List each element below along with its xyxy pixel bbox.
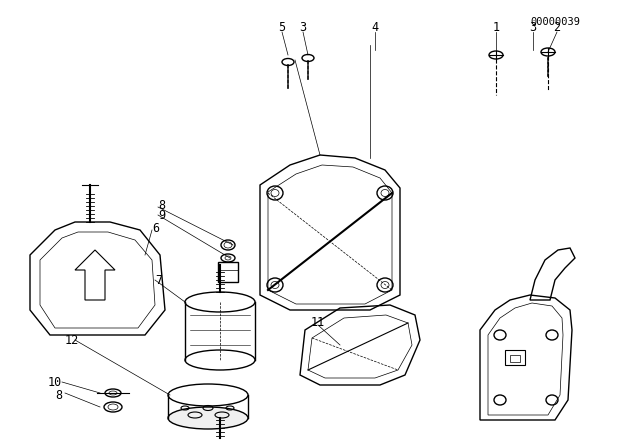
Text: 2: 2 — [554, 21, 561, 34]
Text: 9: 9 — [158, 208, 165, 221]
Bar — [505, 350, 525, 365]
Text: 6: 6 — [152, 221, 159, 234]
Text: 8: 8 — [55, 388, 62, 401]
Text: 1: 1 — [492, 21, 500, 34]
Bar — [218, 262, 238, 282]
Text: 4: 4 — [371, 21, 379, 34]
Text: 11: 11 — [311, 315, 325, 328]
Text: 8: 8 — [158, 198, 165, 211]
Text: 3: 3 — [529, 21, 536, 34]
Text: 7: 7 — [155, 273, 162, 287]
Text: 3: 3 — [300, 21, 307, 34]
Ellipse shape — [168, 407, 248, 429]
Text: 5: 5 — [278, 21, 285, 34]
Text: 10: 10 — [48, 375, 62, 388]
Bar — [510, 355, 520, 362]
Text: 12: 12 — [65, 333, 79, 346]
Text: 00000039: 00000039 — [530, 17, 580, 27]
